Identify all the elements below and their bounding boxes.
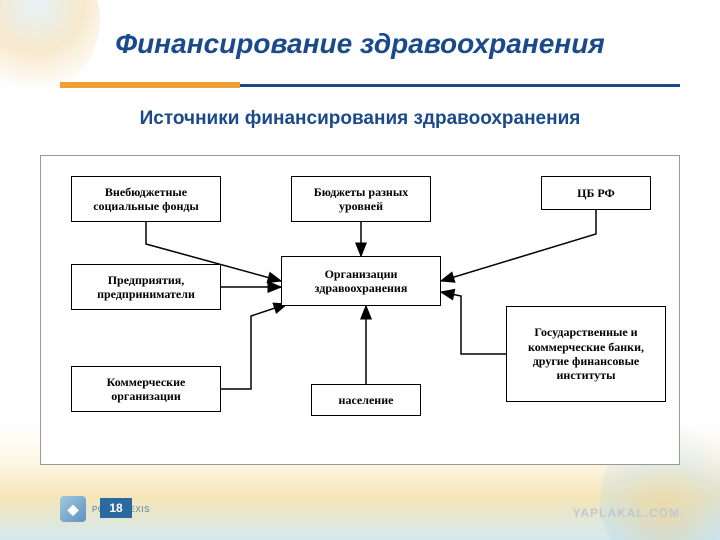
node-funds: Внебюджетные социальные фонды (71, 176, 221, 222)
slide-subtitle: Источники финансирования здравоохранения (0, 108, 720, 130)
node-center: Организации здравоохранения (281, 256, 441, 306)
node-banks: Государственные и коммерческие банки, др… (506, 306, 666, 402)
slide-title: Финансирование здравоохранения (0, 28, 720, 60)
node-cbrf: ЦБ РФ (541, 176, 651, 210)
watermark: YAPLAKAL.COM (572, 506, 680, 520)
slide: Финансирование здравоохранения Источники… (0, 0, 720, 540)
node-enterp: Предприятия, предприниматели (71, 264, 221, 310)
node-budgets: Бюджеты разных уровней (291, 176, 431, 222)
edge-cbrf-center (441, 210, 596, 281)
title-divider (60, 82, 680, 88)
logo-icon: ◆ (60, 496, 86, 522)
diagram-container: Организации здравоохранения Внебюджетные … (40, 155, 680, 465)
node-commerce: Коммерческие организации (71, 366, 221, 412)
page-number: 18 (100, 498, 132, 518)
node-populat: население (311, 384, 421, 416)
edge-banks-center (441, 292, 506, 354)
edge-commerce-center (221, 304, 287, 389)
